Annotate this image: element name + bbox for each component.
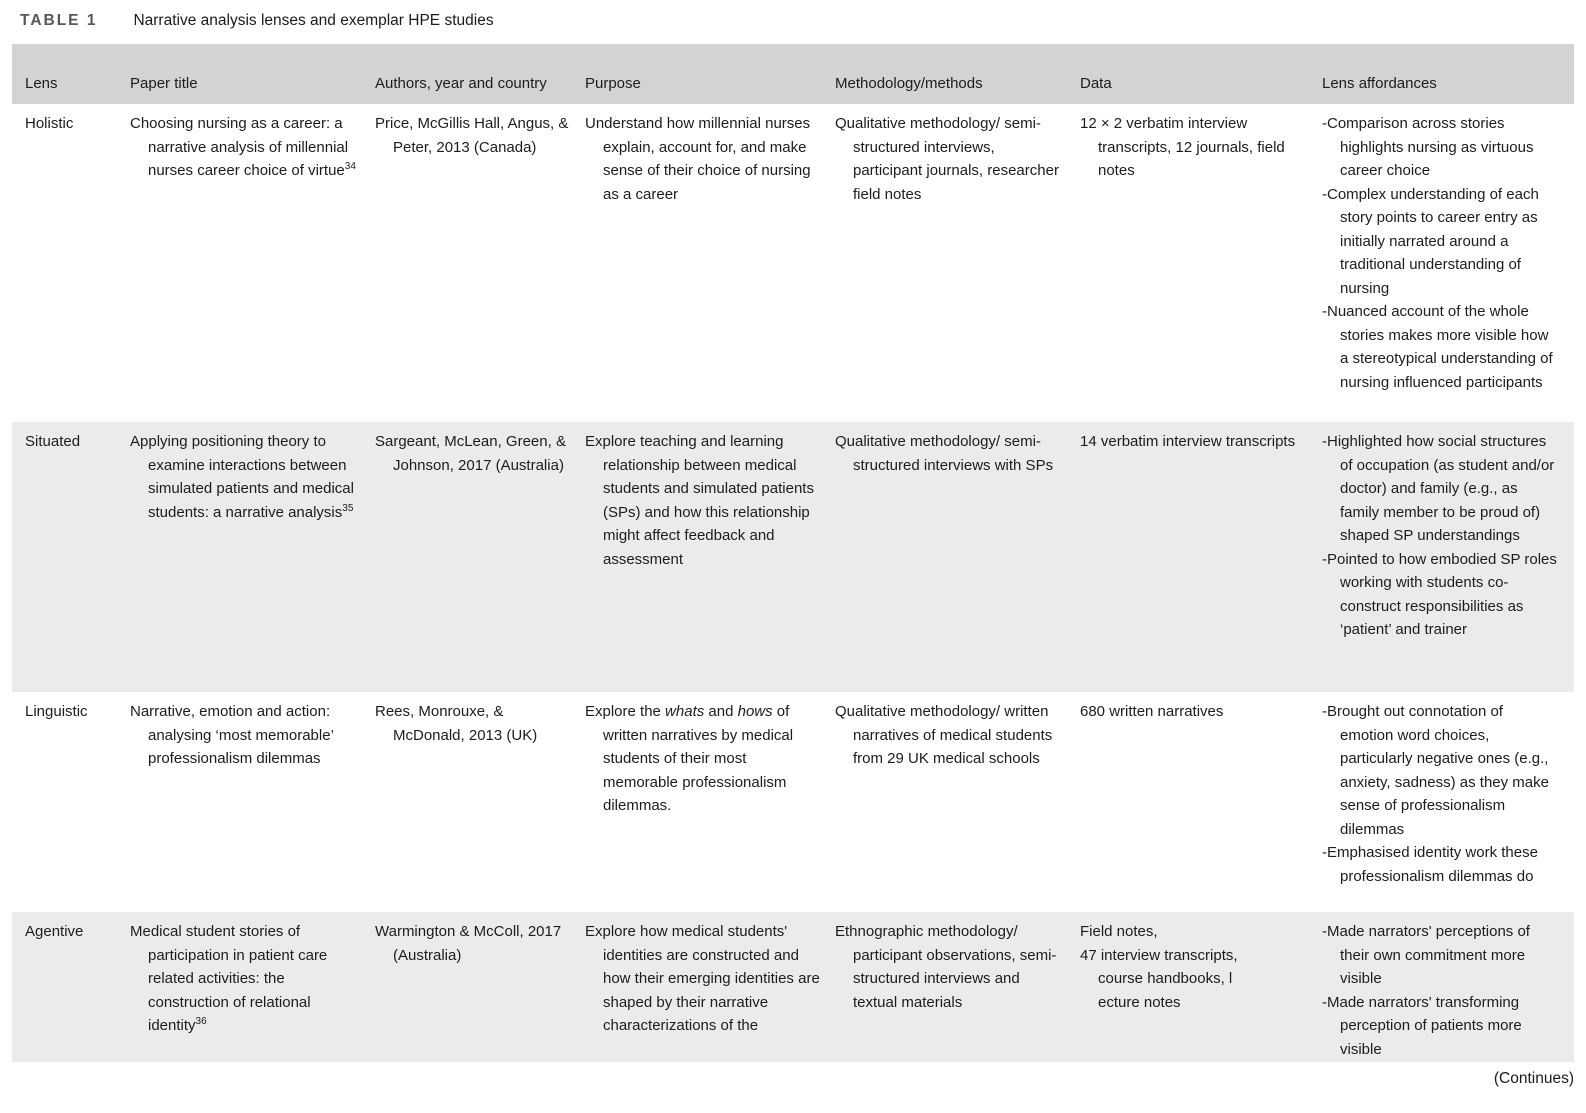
cell-paper-title: Medical student stories of participation…	[130, 912, 375, 1062]
cell-authors: Price, McGillis Hall, Angus, & Peter, 20…	[375, 104, 585, 422]
cell-data: 12 × 2 verbatim interview transcripts, 1…	[1080, 104, 1322, 422]
paper-title-text: Choosing nursing as a career: a narrativ…	[130, 115, 349, 179]
purpose-text: Explore the whats and hows of written na…	[585, 703, 794, 814]
paper-title-text: Narrative, emotion and action: analysing…	[130, 703, 334, 767]
cell-lens: Holistic	[12, 104, 130, 422]
affordance-item: -Pointed to how embodied SP roles workin…	[1322, 550, 1557, 639]
column-header-methodology: Methodology/methods	[835, 75, 983, 92]
cell-data: 14 verbatim interview transcripts	[1080, 422, 1322, 692]
table-label: TABLE 1	[20, 12, 98, 29]
table-row-situated: Situated Applying positioning theory to …	[12, 422, 1574, 692]
data-line: course handbooks, l	[1098, 970, 1233, 987]
column-header-data: Data	[1080, 75, 1112, 92]
methodology-text: Ethnographic methodology/ participant ob…	[835, 923, 1057, 1011]
cell-lens-affordances: -Comparison across stories highlights nu…	[1322, 104, 1574, 422]
cell-purpose: Explore how medical students' identities…	[585, 912, 835, 1062]
methodology-text: Qualitative methodology/ semi-structured…	[835, 115, 1059, 203]
table-header-row: Lens Paper title Authors, year and count…	[12, 44, 1574, 104]
cell-paper-title: Applying positioning theory to examine i…	[130, 422, 375, 692]
cell-purpose: Explore teaching and learning relationsh…	[585, 422, 835, 692]
continues-note: (Continues)	[1493, 1070, 1574, 1087]
table-title: TABLE 1 Narrative analysis lenses and ex…	[20, 12, 1566, 30]
citation-ref: 34	[344, 161, 356, 172]
cell-paper-title: Narrative, emotion and action: analysing…	[130, 692, 375, 912]
methodology-text: Qualitative methodology/ semi-structured…	[835, 433, 1054, 474]
lens-value: Holistic	[25, 115, 74, 132]
table-row-linguistic: Linguistic Narrative, emotion and action…	[12, 692, 1574, 912]
cell-purpose: Explore the whats and hows of written na…	[585, 692, 835, 912]
cell-methodology: Ethnographic methodology/ participant ob…	[835, 912, 1080, 1062]
lens-value: Linguistic	[25, 703, 88, 720]
cell-methodology: Qualitative methodology/ semi-structured…	[835, 422, 1080, 692]
cell-lens-affordances: -Brought out connotation of emotion word…	[1322, 692, 1574, 912]
authors-text: Price, McGillis Hall, Angus, & Peter, 20…	[375, 115, 569, 156]
affordance-item: -Nuanced account of the whole stories ma…	[1322, 303, 1553, 391]
authors-text: Rees, Monrouxe, & McDonald, 2013 (UK)	[375, 703, 538, 744]
cell-lens: Agentive	[12, 912, 130, 1062]
purpose-text: Explore teaching and learning relationsh…	[585, 433, 814, 568]
italic-term: whats	[665, 703, 705, 720]
citation-ref: 35	[342, 502, 354, 514]
cell-lens: Situated	[12, 422, 130, 692]
table-row-holistic: Holistic Choosing nursing as a career: a…	[12, 104, 1574, 422]
column-header-purpose: Purpose	[585, 75, 641, 92]
affordance-item: -Highlighted how social structures of oc…	[1322, 433, 1555, 544]
lens-value: Agentive	[25, 923, 84, 940]
table-row-agentive: Agentive Medical student stories of part…	[12, 912, 1574, 1062]
lens-value: Situated	[25, 433, 81, 450]
affordance-item: -Made narrators' perceptions of their ow…	[1322, 923, 1530, 987]
methodology-text: Qualitative methodology/ written narrati…	[835, 703, 1053, 767]
document-page: TABLE 1 Narrative analysis lenses and ex…	[12, 12, 1574, 1087]
cell-data: Field notes, 47 interview transcripts, c…	[1080, 912, 1322, 1062]
data-line: Field notes,	[1080, 923, 1158, 940]
cell-lens: Linguistic	[12, 692, 130, 912]
paper-title-text: Applying positioning theory to examine i…	[130, 433, 354, 521]
cell-methodology: Qualitative methodology/ written narrati…	[835, 692, 1080, 912]
purpose-text: Understand how millennial nurses explain…	[585, 115, 811, 203]
column-header-authors: Authors, year and country	[375, 75, 547, 92]
data-text: 12 × 2 verbatim interview transcripts, 1…	[1080, 115, 1285, 179]
affordance-item: -Emphasised identity work these professi…	[1322, 844, 1538, 885]
narrative-lenses-table: Lens Paper title Authors, year and count…	[12, 44, 1574, 1062]
column-header-lens-affordances: Lens affordances	[1322, 75, 1437, 92]
authors-text: Sargeant, McLean, Green, & Johnson, 2017…	[375, 433, 566, 474]
cell-authors: Sargeant, McLean, Green, & Johnson, 2017…	[375, 422, 585, 692]
affordance-item: -Brought out connotation of emotion word…	[1322, 703, 1549, 838]
column-header-paper-title: Paper title	[130, 75, 198, 92]
cell-data: 680 written narratives	[1080, 692, 1322, 912]
purpose-text: Explore how medical students' identities…	[585, 923, 820, 1034]
data-text: 14 verbatim interview transcripts	[1080, 433, 1296, 450]
citation-ref: 36	[195, 1016, 207, 1027]
affordance-item: -Made narrators' transforming perception…	[1322, 993, 1522, 1058]
affordance-item: -Complex understanding of each story poi…	[1322, 185, 1539, 297]
cell-paper-title: Choosing nursing as a career: a narrativ…	[130, 104, 375, 422]
cell-lens-affordances: -Highlighted how social structures of oc…	[1322, 422, 1574, 692]
data-text: 680 written narratives	[1080, 703, 1224, 720]
cell-authors: Warmington & McColl, 2017 (Australia)	[375, 912, 585, 1062]
table-caption: Narrative analysis lenses and exemplar H…	[133, 12, 494, 29]
column-header-lens: Lens	[25, 75, 58, 92]
paper-title-text: Medical student stories of participation…	[130, 923, 328, 1034]
data-line: ecture notes	[1098, 993, 1181, 1011]
italic-term: hows	[737, 703, 773, 720]
cell-lens-affordances: -Made narrators' perceptions of their ow…	[1322, 912, 1574, 1062]
cell-methodology: Qualitative methodology/ semi-structured…	[835, 104, 1080, 422]
authors-text: Warmington & McColl, 2017 (Australia)	[375, 923, 562, 964]
cell-authors: Rees, Monrouxe, & McDonald, 2013 (UK)	[375, 692, 585, 912]
affordance-item: -Comparison across stories highlights nu…	[1322, 115, 1534, 179]
data-line: 47 interview transcripts,	[1080, 946, 1238, 964]
cell-purpose: Understand how millennial nurses explain…	[585, 104, 835, 422]
